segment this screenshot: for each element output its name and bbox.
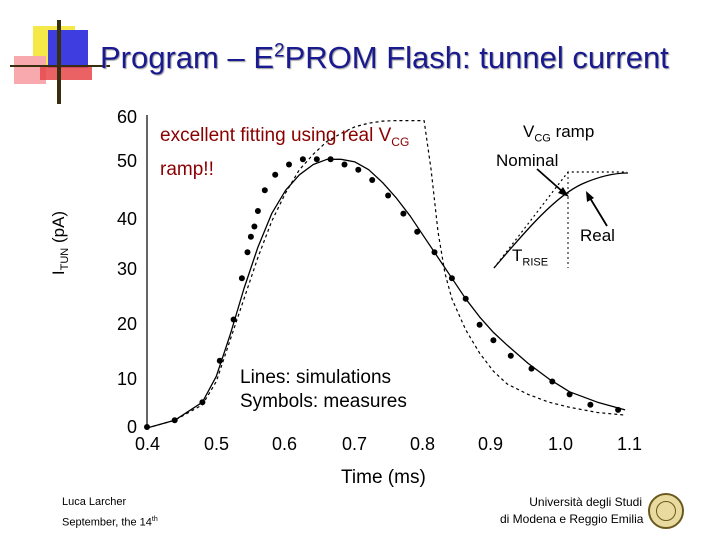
measurement-point <box>171 417 178 424</box>
x-tick-label: 0.6 <box>272 434 298 454</box>
measurement-point <box>587 401 594 408</box>
simulation-real-solid-line <box>146 158 626 429</box>
measurement-point <box>448 275 455 282</box>
x-tick-label: 0.8 <box>410 434 436 454</box>
x-tick-label: 0.5 <box>204 434 230 454</box>
measurement-point <box>549 378 556 385</box>
measurement-point <box>476 321 483 328</box>
measurement-point <box>414 228 421 235</box>
measurement-point <box>144 424 150 430</box>
y-tick-label: 10 <box>116 369 137 389</box>
measurement-point <box>244 249 251 256</box>
nominal-arrow <box>536 168 564 193</box>
y-tick-label: 0 <box>126 417 137 437</box>
measurement-point <box>431 249 438 256</box>
real-arrowhead <box>586 191 594 202</box>
footer-university: Università degli Studi di Modena e Reggi… <box>500 495 644 526</box>
measurement-point <box>507 352 514 359</box>
university-seal-inner <box>656 501 676 521</box>
measurement-point <box>261 187 268 194</box>
x-tick-label: 0.7 <box>342 434 368 454</box>
measurement-point <box>615 406 622 413</box>
x-tick-label: 0.9 <box>478 434 504 454</box>
nominal-arrowhead <box>558 187 569 197</box>
real-arrow <box>589 197 608 227</box>
inset-real-label: Real <box>580 226 615 245</box>
measurement-point <box>355 166 362 173</box>
y-tick-label: 50 <box>116 151 137 171</box>
measurement-point <box>385 192 392 199</box>
measurement-point <box>254 208 261 214</box>
footer-author: Luca Larcher September, the 14th <box>62 496 158 529</box>
decor-vertical-line <box>57 20 61 104</box>
inset-real-ramp-line <box>493 172 629 269</box>
measurement-point <box>238 275 245 282</box>
inset-trise-label: TRISE <box>512 246 549 269</box>
measurement-point <box>400 210 407 217</box>
measurement-point <box>247 233 254 240</box>
y-tick-label: 60 <box>116 107 137 127</box>
x-axis-label: Time (ms) <box>341 467 426 488</box>
slide-title: Program – E2PROM Flash: tunnel current <box>100 40 669 75</box>
y-axis-label: ITUN (pA) <box>48 210 72 276</box>
fitting-annotation: excellent fitting using real VCG ramp!! <box>160 125 410 180</box>
measurement-point <box>369 177 376 183</box>
legend-annotation: Lines: simulations Symbols: measures <box>240 367 407 412</box>
measurement-point <box>299 156 306 163</box>
inset-title: VCG ramp <box>523 122 595 145</box>
measurement-point <box>216 357 223 364</box>
measurement-point <box>528 365 535 372</box>
y-tick-label: 20 <box>116 314 137 334</box>
y-tick-label: 40 <box>116 209 137 229</box>
decor-blue-square <box>48 30 88 68</box>
x-tick-label: 1.1 <box>617 434 643 454</box>
measurement-point <box>566 391 573 398</box>
x-tick-label: 0.4 <box>135 434 161 454</box>
measurement-point <box>251 223 258 230</box>
measurement-point <box>272 171 279 178</box>
decor-red-bar <box>40 66 92 80</box>
vcg-ramp-inset <box>493 168 629 269</box>
measurement-point <box>341 161 348 168</box>
decor-horizontal-line <box>10 65 110 67</box>
measurement-point <box>230 316 237 323</box>
x-tick-label: 1.0 <box>548 434 574 454</box>
measurement-point <box>462 295 469 302</box>
inset-nominal-label: Nominal <box>496 151 559 170</box>
y-tick-label: 30 <box>116 259 137 279</box>
measurement-point <box>327 156 334 163</box>
measurement-point <box>199 399 206 406</box>
measurement-point <box>313 156 320 163</box>
measurement-point <box>490 337 497 344</box>
measurement-point <box>286 161 292 168</box>
simulation-nominal-dashed-line <box>146 119 626 429</box>
